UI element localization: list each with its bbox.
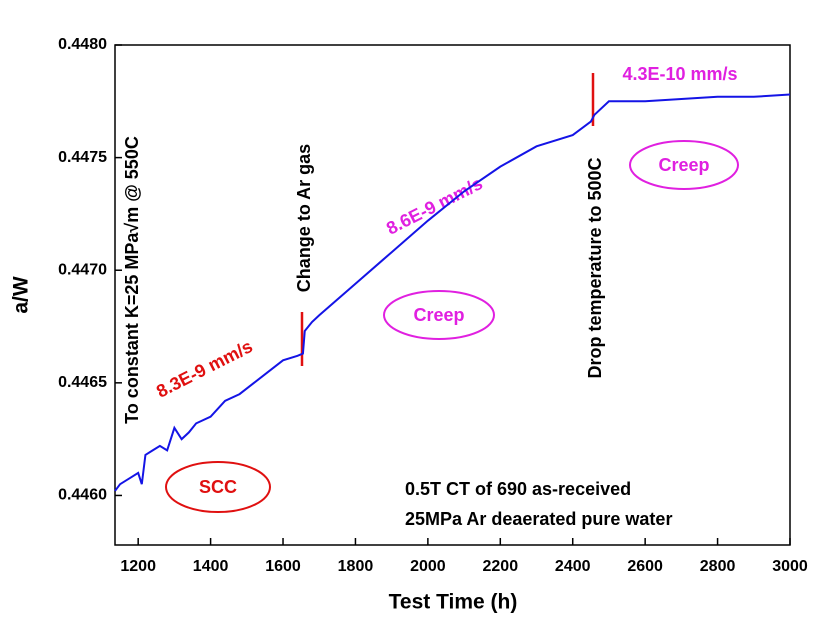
x-tick-label: 2600 bbox=[627, 558, 663, 575]
rate-label: 8.3E-9 mm/s bbox=[153, 336, 256, 402]
x-tick-label: 1400 bbox=[193, 558, 229, 575]
region-ellipse bbox=[383, 290, 495, 340]
x-tick-label: 2200 bbox=[483, 558, 519, 575]
y-tick-label: 0.4470 bbox=[58, 261, 107, 278]
region-label: Creep bbox=[658, 155, 709, 175]
x-tick-label: 2400 bbox=[555, 558, 591, 575]
region-label: Creep bbox=[413, 305, 464, 325]
y-tick-label: 0.4480 bbox=[58, 36, 107, 53]
rate-label: 8.6E-9 mm/s bbox=[383, 173, 486, 239]
x-tick-label: 1600 bbox=[265, 558, 301, 575]
info-text: 25MPa Ar deaerated pure water bbox=[405, 509, 672, 529]
annotation: To constant K=25 MPa√m @ 550C bbox=[122, 136, 142, 424]
data-line bbox=[114, 93, 791, 492]
region-ellipse bbox=[165, 461, 271, 513]
y-tick-label: 0.4465 bbox=[58, 374, 107, 391]
annotation: Change to Ar gas bbox=[294, 144, 314, 292]
info-text: 0.5T CT of 690 as-received bbox=[405, 479, 631, 499]
annotation: Drop temperature to 500C bbox=[585, 157, 605, 378]
x-tick-label: 1800 bbox=[338, 558, 374, 575]
x-tick-label: 2800 bbox=[700, 558, 736, 575]
y-tick-label: 0.4460 bbox=[58, 487, 107, 504]
x-tick-label: 3000 bbox=[772, 558, 808, 575]
rate-label: 4.3E-10 mm/s bbox=[622, 64, 737, 84]
y-axis-label: a/W bbox=[10, 276, 33, 314]
region-ellipse bbox=[629, 140, 739, 190]
y-tick-label: 0.4475 bbox=[58, 149, 107, 166]
x-tick-label: 1200 bbox=[120, 558, 156, 575]
region-label: SCC bbox=[199, 477, 237, 497]
plot-frame bbox=[114, 44, 791, 546]
x-tick-label: 2000 bbox=[410, 558, 446, 575]
x-axis-label: Test Time (h) bbox=[389, 591, 518, 614]
